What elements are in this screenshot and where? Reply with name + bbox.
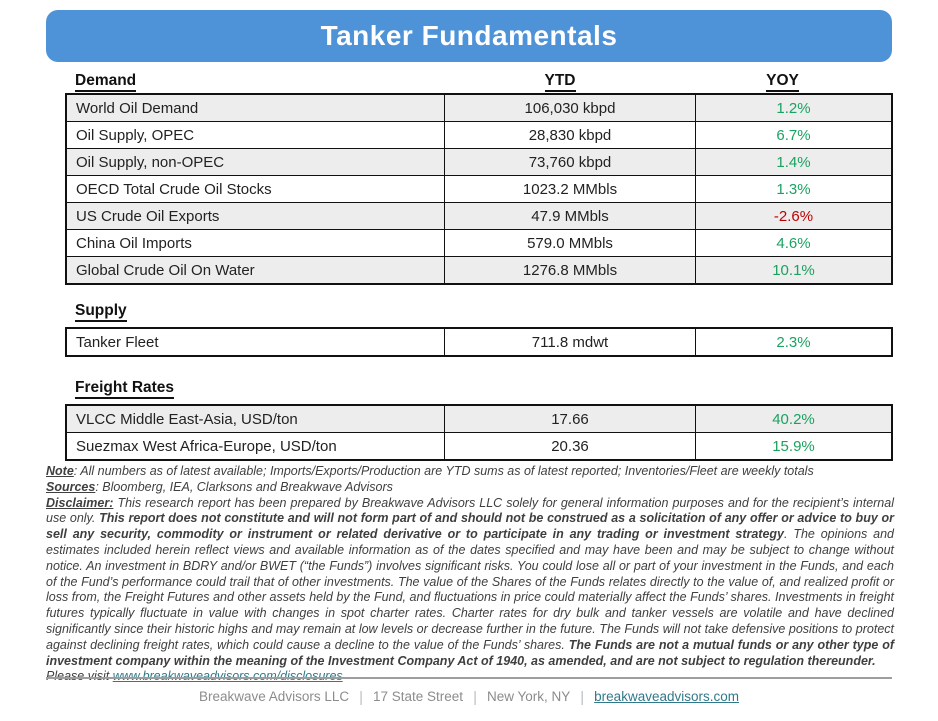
metric-ytd-value: 28,830 kbpd [444,121,696,149]
section-label-supply: Supply [75,302,127,322]
metric-label: Tanker Fleet [65,327,445,357]
metric-ytd-value: 106,030 kbpd [444,93,696,122]
table-row: VLCC Middle East-Asia, USD/ton 17.66 40.… [65,404,893,433]
table-row: World Oil Demand 106,030 kbpd 1.2% [65,93,893,122]
metric-ytd-value: 47.9 MMbls [444,202,696,230]
column-header-ytd: YTD [544,72,576,92]
metric-ytd-value: 579.0 MMbls [444,229,696,257]
table-row: Suezmax West Africa-Europe, USD/ton 20.3… [65,432,893,461]
title-banner: Tanker Fundamentals [46,10,892,62]
sources-line: Sources: Bloomberg, IEA, Clarksons and B… [46,480,894,496]
section-label-demand: Demand [75,72,137,92]
freight-label-text: Freight Rates [75,379,175,399]
disclaimer-label: Disclaimer: [46,495,114,510]
metric-ytd-value: 73,760 kbpd [444,148,696,176]
footer-separator: | [580,689,585,706]
metric-yoy-value: 15.9% [695,432,893,461]
metric-yoy-value: -2.6% [695,202,893,230]
disclosures-link[interactable]: www.breakwaveadvisors.com/disclosures [113,669,343,683]
footer: Breakwave Advisors LLC | 17 State Street | N… [0,689,938,706]
metric-label: US Crude Oil Exports [65,202,445,230]
metric-label: Global Crude Oil On Water [65,256,445,285]
page-title: Tanker Fundamentals [320,20,618,51]
metric-label: Suezmax West Africa-Europe, USD/ton [65,432,445,461]
footer-separator: | [473,689,477,706]
disclosures-line: Please visit www.breakwaveadvisors.com/d… [46,669,894,685]
supply-table: Tanker Fleet 711.8 mdwt 2.3% [65,327,893,357]
section-label-freight-rates: Freight Rates [75,379,175,399]
metric-label: OECD Total Crude Oil Stocks [65,175,445,203]
demand-header-row: Demand YTD YOY [65,72,880,92]
demand-table: World Oil Demand 106,030 kbpd 1.2% Oil S… [65,93,893,285]
table-row: Oil Supply, OPEC 28,830 kbpd 6.7% [65,121,893,149]
table-row: Tanker Fleet 711.8 mdwt 2.3% [65,327,893,357]
note-text: : All numbers as of latest available; Im… [73,464,814,478]
supply-label-text: Supply [75,302,127,322]
disclaimer-text: This research report has been prepared b… [46,495,894,526]
footer-city: New York, NY [486,689,571,704]
note-line: Note: All numbers as of latest available… [46,464,894,480]
metric-yoy-value: 6.7% [695,121,893,149]
metric-label: VLCC Middle East-Asia, USD/ton [65,404,445,433]
metric-ytd-value: 1023.2 MMbls [444,175,696,203]
table-row: Global Crude Oil On Water 1276.8 MMbls 1… [65,256,893,285]
disclaimer-text: . The opinions and estimates included he… [46,527,894,652]
disclaimer-bold-text: The Funds are not a mutual funds or any … [46,637,894,668]
footer-address: 17 State Street [373,689,464,704]
footer-separator: | [359,689,363,706]
footer-divider [46,677,892,679]
freight-table: VLCC Middle East-Asia, USD/ton 17.66 40.… [65,404,893,461]
metric-label: Oil Supply, OPEC [65,121,445,149]
disclaimer-bold-text: This report does not constitute and will… [46,511,894,542]
metric-yoy-value: 40.2% [695,404,893,433]
metric-ytd-value: 20.36 [444,432,696,461]
metric-ytd-value: 17.66 [444,404,696,433]
column-header-yoy: YOY [766,72,799,92]
note-label: Note [46,464,74,478]
metric-yoy-value: 1.3% [695,175,893,203]
metric-label: World Oil Demand [65,93,445,122]
metric-yoy-value: 4.6% [695,229,893,257]
table-row: US Crude Oil Exports 47.9 MMbls -2.6% [65,202,893,230]
metric-ytd-value: 711.8 mdwt [444,327,696,357]
footer-website-link[interactable]: breakwaveadvisors.com [594,689,739,704]
sources-text: : Bloomberg, IEA, Clarksons and Breakwav… [95,479,393,494]
metric-yoy-value: 1.4% [695,148,893,176]
table-row: China Oil Imports 579.0 MMbls 4.6% [65,229,893,257]
metric-yoy-value: 1.2% [695,93,893,122]
metric-label: Oil Supply, non-OPEC [65,148,445,176]
metric-yoy-value: 2.3% [695,327,893,357]
visit-text: Please visit [46,669,113,683]
sources-label: Sources [46,479,96,494]
metric-ytd-value: 1276.8 MMbls [444,256,696,285]
footer-company: Breakwave Advisors LLC [199,689,350,704]
metric-yoy-value: 10.1% [695,256,893,285]
notes-block: Note: All numbers as of latest available… [46,464,894,685]
disclaimer-paragraph: Disclaimer: This research report has bee… [46,496,894,670]
table-row: OECD Total Crude Oil Stocks 1023.2 MMbls… [65,175,893,203]
metric-label: China Oil Imports [65,229,445,257]
table-row: Oil Supply, non-OPEC 73,760 kbpd 1.4% [65,148,893,176]
